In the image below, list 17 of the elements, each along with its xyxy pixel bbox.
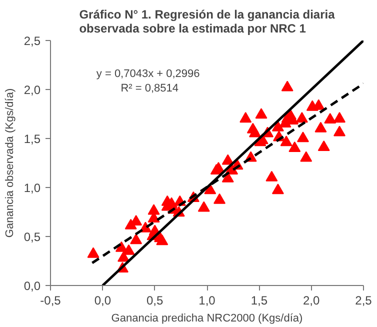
- x-tick-label: 2,0: [302, 294, 320, 308]
- y-tick-label: 0,0: [24, 279, 41, 293]
- x-tick-label: 1,0: [198, 294, 216, 308]
- y-tick-label: 1,5: [24, 132, 41, 146]
- x-tick-label: 1,5: [250, 294, 268, 308]
- annotation: y = 0,7043x + 0,2996 R² = 0,8514: [96, 68, 200, 94]
- chart-title: Gráfico N° 1. Regresión de la ganancia diaria observada sobre la estimada por NRC 1: [79, 8, 336, 36]
- y-tick-label: 2,5: [24, 34, 41, 48]
- y-tick-label: 1,0: [24, 181, 41, 195]
- x-tick-label: 0,5: [146, 294, 164, 308]
- y-tick-label: 0,5: [24, 230, 41, 244]
- y-axis-title: Ganancia observada (Kgs/día): [4, 88, 16, 238]
- x-axis-title: Ganancia predicha NRC2000 (Kgs/día): [111, 312, 303, 324]
- x-tick-label: 2,5: [355, 294, 372, 308]
- x-tick-label: -0,5: [40, 294, 62, 308]
- y-tick-label: 2,0: [24, 83, 41, 97]
- x-tick-label: 0,0: [94, 294, 112, 308]
